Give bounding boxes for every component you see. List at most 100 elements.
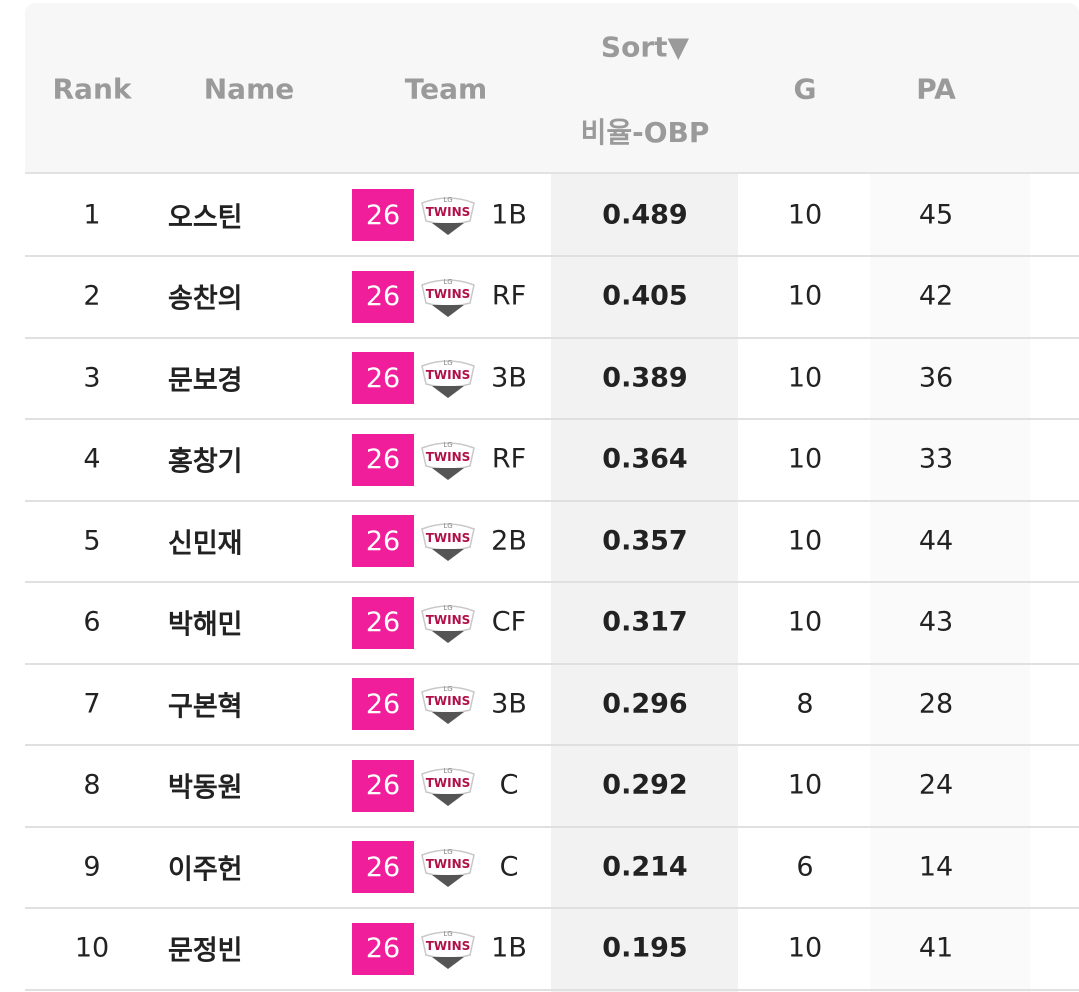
obp-value: 0.214 — [602, 851, 688, 882]
g-header[interactable]: G — [793, 72, 817, 106]
logo-top-text: LG — [443, 604, 452, 612]
logo-base — [432, 712, 464, 724]
plate-appearances: 42 — [918, 280, 954, 312]
year-badge: 26 — [352, 433, 414, 486]
logo-shield — [421, 441, 475, 470]
year-badge: 26 — [352, 270, 414, 323]
logo-shield — [421, 849, 475, 877]
logo-top-text: LG — [443, 278, 452, 286]
plate-appearances: 36 — [918, 362, 954, 393]
position: 1B — [491, 199, 527, 230]
obp-value: 0.489 — [602, 199, 688, 230]
team-header[interactable]: Team — [404, 72, 488, 106]
column-bg — [870, 174, 1030, 992]
position: 3B — [491, 688, 527, 719]
logo-base — [432, 793, 464, 806]
name-header[interactable]: Name — [203, 72, 295, 106]
player-name: 홍창기 — [168, 446, 243, 478]
table-row[interactable]: 3 문보경 26 LG TWINS 3B 0.389 10 36 — [25, 337, 1079, 420]
player-name: 오스틴 — [168, 202, 243, 233]
table-row[interactable]: 7 구본혁 26 LG TWINS 3B 0.296 8 28 — [25, 663, 1079, 746]
plate-appearances: 41 — [918, 932, 954, 964]
plate-appearances: 33 — [918, 443, 954, 475]
games: 10 — [787, 769, 823, 801]
plate-appearances: 43 — [918, 606, 954, 638]
plate-appearances: 14 — [918, 851, 954, 882]
logo-main-text: TWINS — [426, 613, 471, 627]
table-row[interactable]: 8 박동원 26 LG TWINS C 0.292 10 24 — [25, 745, 1079, 828]
logo-top-text: LG — [443, 930, 452, 938]
table-row[interactable]: 5 신민재 26 LG TWINS 2B 0.357 10 44 — [25, 500, 1079, 583]
table-row[interactable]: 6 박해민 26 LG TWINS CF 0.317 10 43 — [25, 582, 1079, 665]
logo-main-text: TWINS — [426, 450, 471, 464]
logo-base — [432, 223, 464, 235]
table-row[interactable]: 2 송찬의 26 LG TWINS RF 0.405 10 42 — [25, 256, 1079, 339]
logo-top-text: LG — [443, 196, 452, 204]
logo-main-text: TWINS — [426, 531, 471, 545]
table-row[interactable]: 4 홍창기 26 LG TWINS RF 0.364 10 33 — [25, 419, 1079, 502]
games: 10 — [787, 280, 823, 312]
position: 1B — [491, 932, 527, 964]
year-badge: 26 — [352, 352, 414, 404]
obp-value: 0.292 — [602, 769, 688, 801]
position: 2B — [491, 525, 527, 556]
plate-appearances: 45 — [918, 199, 954, 230]
obp-value: 0.296 — [602, 688, 688, 719]
games: 10 — [787, 362, 823, 393]
player-name: 신민재 — [168, 528, 243, 559]
obp-value: 0.195 — [602, 932, 688, 964]
logo-main-text: TWINS — [426, 694, 471, 708]
logo-shield — [421, 523, 475, 551]
sort-header[interactable]: Sort▼ — [600, 30, 690, 64]
stat-header[interactable]: 비율-OBP — [580, 116, 710, 149]
logo-main-text: TWINS — [426, 205, 471, 219]
logo-base — [432, 630, 464, 643]
rank: 2 — [83, 280, 101, 312]
games: 10 — [787, 443, 823, 475]
year-badge: 26 — [352, 759, 414, 812]
logo-top-text: LG — [443, 441, 452, 449]
sorted-column-bg — [551, 174, 738, 992]
logo-shield — [421, 604, 475, 633]
rank: 8 — [83, 769, 101, 801]
obp-value: 0.364 — [602, 443, 688, 475]
position: RF — [491, 443, 527, 475]
logo-shield — [421, 767, 475, 796]
year-badge: 26 — [352, 515, 414, 567]
player-name: 구본혁 — [168, 691, 243, 722]
games: 8 — [796, 688, 814, 719]
position: C — [499, 769, 519, 801]
table-row[interactable]: 9 이주헌 26 LG TWINS C 0.214 6 14 — [25, 826, 1079, 909]
year-badge: 26 — [352, 841, 414, 893]
logo-top-text: LG — [443, 522, 452, 530]
logo-base — [432, 386, 464, 398]
logo-top-text: LG — [443, 848, 452, 856]
logo-main-text: TWINS — [426, 939, 471, 953]
table-row[interactable]: 1 오스틴 26 LG TWINS 1B 0.489 10 45 — [25, 174, 1079, 257]
rank: 5 — [83, 525, 101, 556]
table-row[interactable]: 10 문정빈 26 LG TWINS 1B 0.195 10 41 — [25, 908, 1079, 991]
obp-value: 0.405 — [602, 280, 688, 312]
games: 10 — [787, 525, 823, 556]
position: RF — [491, 280, 527, 312]
games: 10 — [787, 932, 823, 964]
player-name: 송찬의 — [168, 283, 243, 315]
pa-header[interactable]: PA — [916, 72, 956, 106]
obp-value: 0.317 — [602, 606, 688, 638]
position: C — [499, 851, 519, 882]
logo-top-text: LG — [443, 359, 452, 367]
year-badge: 26 — [352, 596, 414, 649]
year-badge: 26 — [352, 678, 414, 730]
logo-shield — [421, 930, 475, 959]
logo-shield — [421, 278, 475, 307]
rank-header[interactable]: Rank — [52, 72, 132, 106]
obp-value: 0.357 — [602, 525, 688, 556]
logo-shield — [421, 360, 475, 388]
year-badge: 26 — [352, 922, 414, 975]
